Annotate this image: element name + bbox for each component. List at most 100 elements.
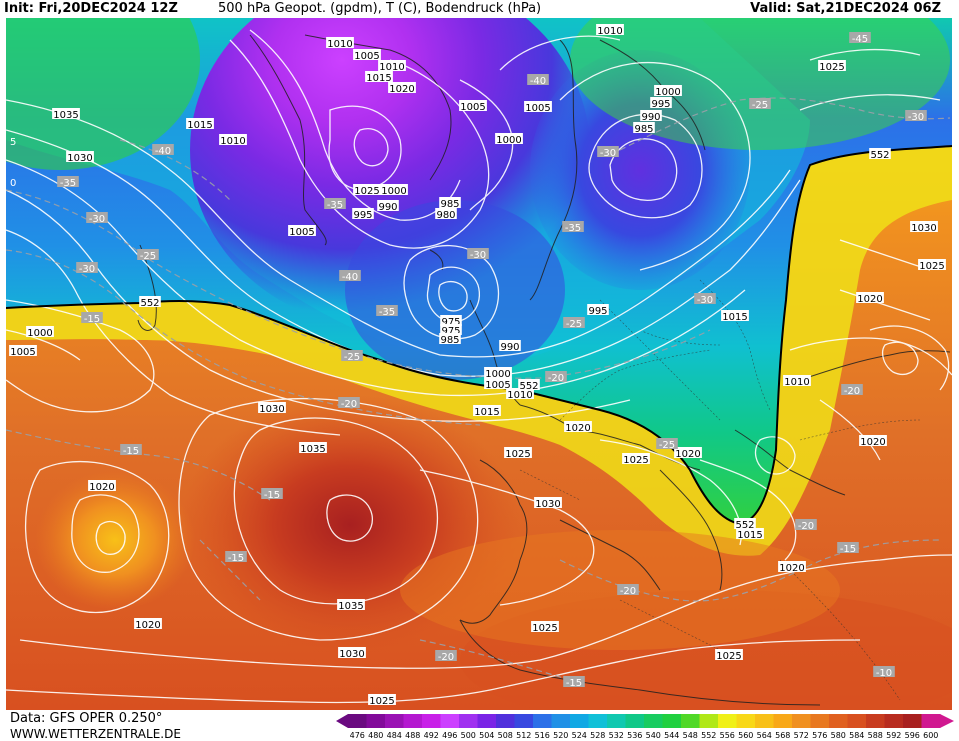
legend-swatch bbox=[847, 714, 867, 728]
isobar-label: 1030 bbox=[534, 497, 562, 510]
legend-arrow-left bbox=[336, 714, 348, 728]
legend-swatch bbox=[773, 714, 793, 728]
legend-swatch bbox=[551, 714, 571, 728]
legend-swatch bbox=[921, 714, 941, 728]
temperature-label-text: -15 bbox=[123, 446, 139, 457]
isobar-label: 1035 bbox=[337, 599, 365, 612]
legend-tick-label: 524 bbox=[572, 731, 587, 740]
isobar-label: 1015 bbox=[721, 310, 749, 323]
legend-arrow-right bbox=[940, 714, 954, 728]
temperature-label: -15 bbox=[81, 312, 103, 325]
isobar-label-text: 1010 bbox=[220, 136, 245, 147]
isobar-label-text: 1015 bbox=[737, 530, 762, 541]
temperature-label: -30 bbox=[86, 212, 108, 225]
isobar-label-text: 1030 bbox=[535, 499, 560, 510]
isobar-label-text: 1025 bbox=[819, 62, 844, 73]
isobar-label-text: 995 bbox=[353, 210, 372, 221]
legend-swatch bbox=[829, 714, 848, 728]
isobar-label-text: 1030 bbox=[911, 223, 936, 234]
greenland-green bbox=[6, 18, 200, 170]
temperature-label-text: -35 bbox=[565, 223, 581, 234]
legend-swatches bbox=[336, 714, 954, 728]
temperature-label: -15 bbox=[225, 551, 247, 564]
legend-swatch bbox=[625, 714, 645, 728]
isobar-label-text: 1010 bbox=[507, 390, 532, 401]
init-time: Init: Fri,20DEC2024 12Z bbox=[4, 1, 178, 16]
contour-552-label-text: 552 bbox=[519, 381, 538, 392]
isobar-label: 1000 bbox=[495, 133, 523, 146]
isobar-label-text: 985 bbox=[634, 124, 653, 135]
isobar-label: 990 bbox=[377, 200, 399, 213]
legend-swatch bbox=[459, 714, 478, 728]
temperature-label: -40 bbox=[527, 74, 549, 87]
isobar-label: 1005 bbox=[353, 49, 381, 62]
temperature-label: -35 bbox=[324, 198, 346, 211]
contour-552-label: 552 bbox=[518, 379, 540, 392]
isobar-label: 1025 bbox=[504, 447, 532, 460]
isobar-label-text: 985 bbox=[440, 335, 459, 346]
legend-swatch bbox=[366, 714, 386, 728]
isobar-label: 1020 bbox=[134, 618, 162, 631]
legend-tick-label: 544 bbox=[664, 731, 679, 740]
isobar-label: 990 bbox=[499, 340, 521, 353]
website-label: WWW.WETTERZENTRALE.DE bbox=[10, 727, 181, 741]
temperature-label-text: -15 bbox=[566, 678, 582, 689]
low-northsea bbox=[345, 200, 565, 380]
temperature-label: -20 bbox=[795, 519, 817, 532]
temperature-label: -40 bbox=[152, 144, 174, 157]
isobar-label-text: 1025 bbox=[369, 696, 394, 707]
temperature-label: -15 bbox=[563, 676, 585, 689]
legend-swatch bbox=[718, 714, 737, 728]
legend-swatch bbox=[403, 714, 423, 728]
isobar-label: 1000 bbox=[26, 326, 54, 339]
isobar-label-text: 1010 bbox=[327, 39, 352, 50]
isobar-label: 1015 bbox=[736, 528, 764, 541]
isobars bbox=[6, 29, 952, 704]
isobar-label-text: 1025 bbox=[623, 455, 648, 466]
isobar-label: 1035 bbox=[299, 442, 327, 455]
legend-swatch bbox=[662, 714, 682, 728]
isotherms bbox=[6, 97, 951, 681]
isobar-label-text: 1025 bbox=[532, 623, 557, 634]
isobar-label: 980 bbox=[435, 208, 457, 221]
isobar-label-text: 1020 bbox=[135, 620, 160, 631]
temperature-label: -40 bbox=[339, 270, 361, 283]
isobar-label: 1015 bbox=[186, 118, 214, 131]
legend-tick-labels: 476 480 484 488 492 496 500 504 508 512 516 520 524 5… bbox=[350, 731, 939, 740]
isobar-label-text: 990 bbox=[500, 342, 519, 353]
legend-tick-label: 520 bbox=[553, 731, 568, 740]
temperature-label: -15 bbox=[261, 488, 283, 501]
temperature-label-text: -15 bbox=[264, 490, 280, 501]
legend-tick-label: 536 bbox=[627, 731, 642, 740]
legend-tick-label: 492 bbox=[424, 731, 439, 740]
temperature-label-text: -15 bbox=[228, 553, 244, 564]
legend-tick-label: 576 bbox=[812, 731, 827, 740]
temperature-label: -10 bbox=[873, 666, 895, 679]
isobar-label: 975 bbox=[440, 315, 462, 328]
legend-swatch bbox=[736, 714, 756, 728]
temperature-label: -45 bbox=[849, 32, 871, 45]
isobar-label: 1025 bbox=[918, 259, 946, 272]
isobar-label-text: 1025 bbox=[716, 651, 741, 662]
contour-552-label-text: 552 bbox=[870, 150, 889, 161]
isobar-label: 1025 bbox=[353, 184, 381, 197]
isobar-label: 1020 bbox=[388, 82, 416, 95]
temperature-label-text: -20 bbox=[844, 386, 860, 397]
isobar-label-text: 1005 bbox=[354, 51, 379, 62]
temperature-label-text: -35 bbox=[379, 307, 395, 318]
isobar-label: 1020 bbox=[778, 561, 806, 574]
temperature-label-text: -35 bbox=[327, 200, 343, 211]
isobar-label: 1005 bbox=[484, 378, 512, 391]
isobar-label-text: 985 bbox=[440, 199, 459, 210]
isobar-label: 1005 bbox=[524, 101, 552, 114]
isobar-label-text: 1030 bbox=[339, 649, 364, 660]
legend-swatch bbox=[477, 714, 497, 728]
isobar-label: 1025 bbox=[531, 621, 559, 634]
legend-swatch bbox=[385, 714, 404, 728]
isobar-label: 1020 bbox=[674, 447, 702, 460]
temperature-label-text: -25 bbox=[752, 100, 768, 111]
isobar-label: 1010 bbox=[783, 375, 811, 388]
isobar-label: 1005 bbox=[459, 100, 487, 113]
temperature-label-text: -20 bbox=[798, 521, 814, 532]
isobar-label: 1030 bbox=[66, 151, 94, 164]
